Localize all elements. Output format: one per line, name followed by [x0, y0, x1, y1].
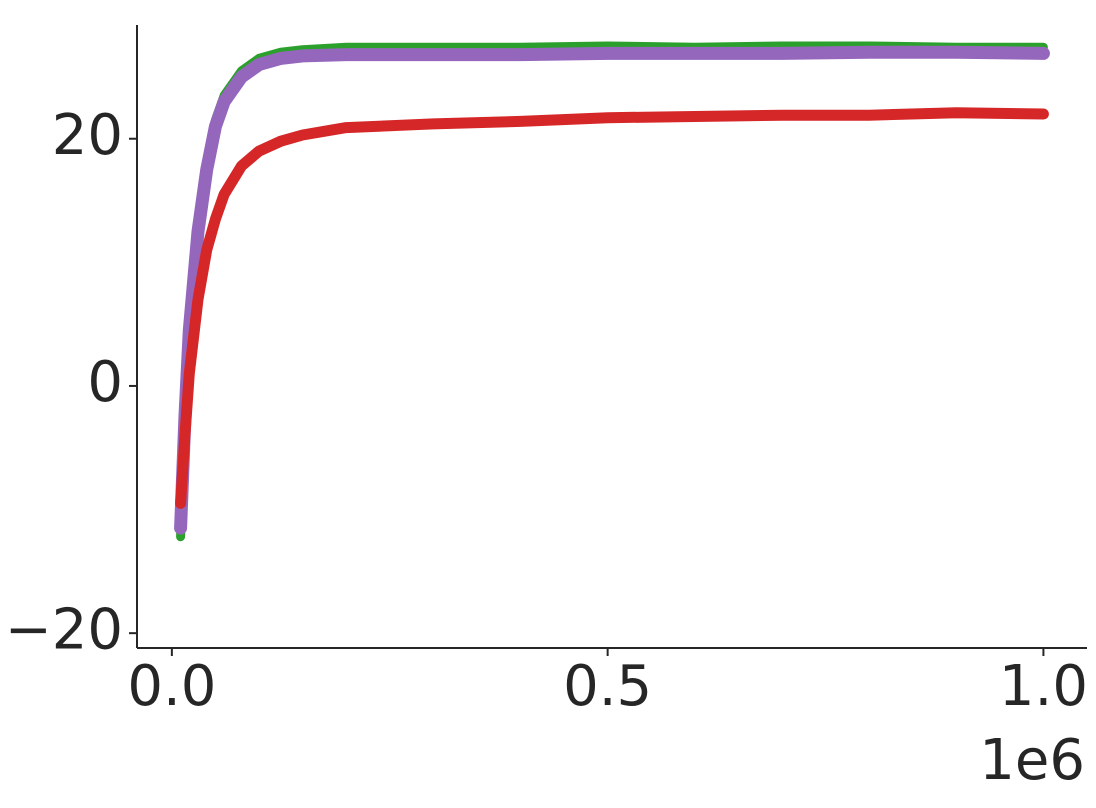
y-tick-label: 0: [87, 350, 123, 415]
x-tick-label: 0.5: [563, 654, 652, 719]
x-tick-label: 0.0: [127, 654, 216, 719]
y-tick-label: 20: [52, 103, 123, 168]
line-series: [174, 45, 1050, 535]
y-tick-label: −20: [5, 597, 123, 662]
x-tick-label: 1.0: [999, 654, 1088, 719]
x-offset-label: 1e6: [979, 728, 1085, 793]
line-series: [175, 107, 1049, 509]
